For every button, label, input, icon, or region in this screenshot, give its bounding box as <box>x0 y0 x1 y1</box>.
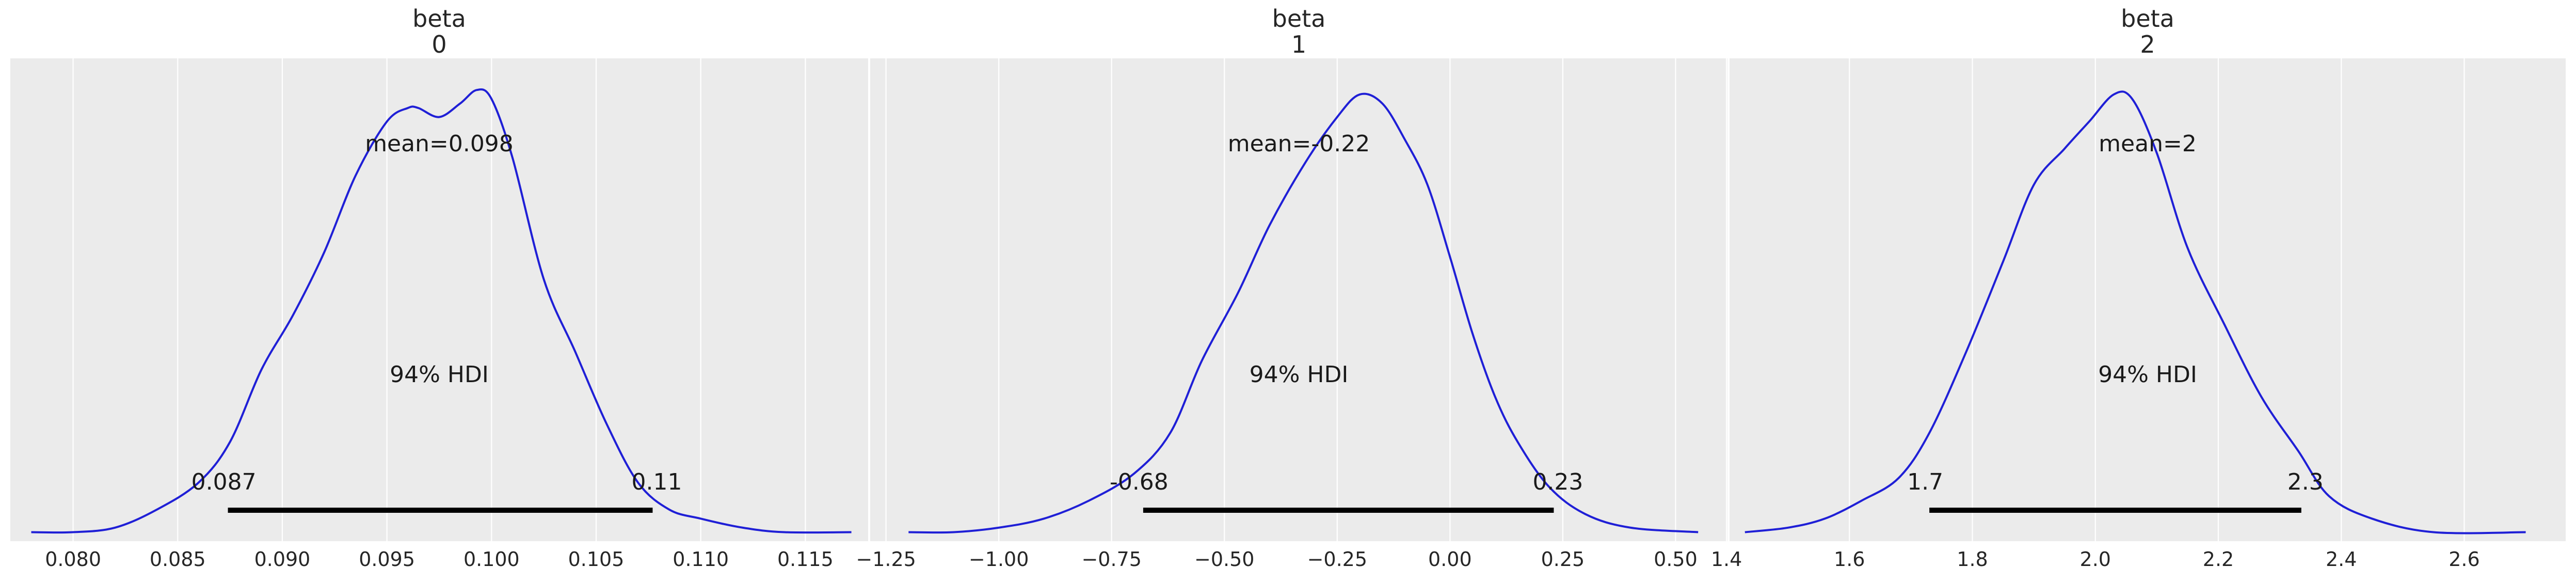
mean-label: mean=2 <box>2099 131 2197 157</box>
x-tick-label: 2.4 <box>2326 548 2357 571</box>
x-tick-label: 1.4 <box>1711 548 1742 571</box>
hdi-high-label: 0.23 <box>1532 469 1583 495</box>
hdi-low-label: -0.68 <box>1110 469 1169 495</box>
x-tick-label: 0.115 <box>777 548 834 571</box>
mean-label: mean=-0.22 <box>1228 131 1370 157</box>
x-tick-label: 0.105 <box>568 548 625 571</box>
x-tick-label: 1.8 <box>1957 548 1988 571</box>
density-curve <box>908 92 1699 534</box>
panel-title-line: beta <box>412 5 466 33</box>
mean-label: mean=0.098 <box>365 131 514 157</box>
x-tick-label: −0.25 <box>1307 548 1367 571</box>
panel-title-line: beta <box>2121 5 2174 33</box>
density-curve <box>1745 90 2526 534</box>
x-tick-label: 2.0 <box>2080 548 2111 571</box>
x-tick-label: 0.25 <box>1541 548 1585 571</box>
x-tick-label: 0.085 <box>150 548 206 571</box>
hdi-high-label: 0.11 <box>631 469 682 495</box>
x-tick-label: 0.00 <box>1428 548 1472 571</box>
panel-0: 0.080 0.085 0.090 0.095 0.100 0.105 0.110 0.115… <box>10 5 868 571</box>
x-tick-label: −1.25 <box>856 548 916 571</box>
panel-title-line: beta <box>1272 5 1326 33</box>
x-tick-label: −0.75 <box>1081 548 1141 571</box>
x-tick-label: −1.00 <box>969 548 1029 571</box>
x-tick-label: 0.095 <box>359 548 415 571</box>
x-tick-label: 0.110 <box>673 548 729 571</box>
panel-1: −1.25 −1.00 −0.75 −0.50 −0.25 0.00 0.25 0.50 bet… <box>856 5 1727 571</box>
x-tick-label: −0.50 <box>1194 548 1254 571</box>
x-tick-label: 0.090 <box>254 548 311 571</box>
x-tick-label: 0.080 <box>45 548 101 571</box>
panel-title-line: 1 <box>1291 30 1306 58</box>
hdi-high-label: 2.3 <box>2287 469 2324 495</box>
density-curve <box>31 88 852 534</box>
plot-area <box>10 58 868 541</box>
panel-title-line: 2 <box>2140 30 2155 58</box>
hdi-label: 94% HDI <box>2098 361 2197 388</box>
panel-title-line: 0 <box>431 30 446 58</box>
hdi-low-label: 0.087 <box>191 469 257 495</box>
x-tick-label: 0.50 <box>1654 548 1698 571</box>
x-tick-label: 1.6 <box>1834 548 1865 571</box>
hdi-low-label: 1.7 <box>1907 469 1943 495</box>
plot-area <box>870 58 1727 541</box>
plot-area <box>1730 58 2566 541</box>
x-tick-label: 2.2 <box>2203 548 2234 571</box>
x-tick-label: 0.100 <box>463 548 520 571</box>
x-tick-label: 2.6 <box>2449 548 2479 571</box>
hdi-label: 94% HDI <box>390 361 489 388</box>
hdi-label: 94% HDI <box>1250 361 1349 388</box>
